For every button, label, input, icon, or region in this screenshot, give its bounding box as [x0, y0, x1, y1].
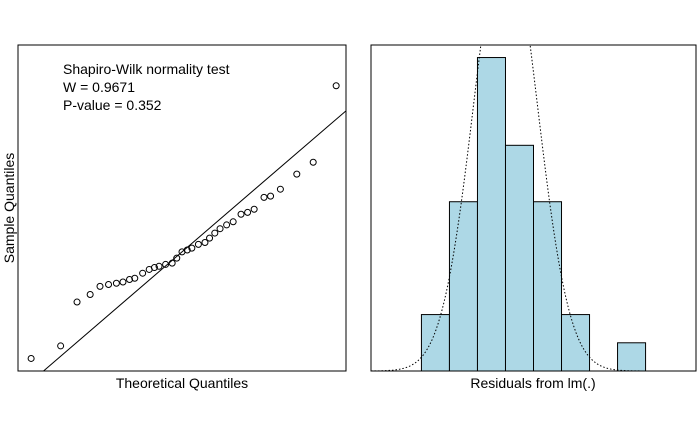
qq-x-axis-label: Theoretical Quantiles — [116, 375, 248, 391]
qq-points — [27, 82, 340, 362]
histogram-bar — [561, 314, 591, 372]
qq-point — [223, 221, 231, 229]
qq-point — [237, 210, 245, 218]
qq-point — [27, 354, 35, 362]
qq-point — [168, 259, 176, 267]
qq-point — [188, 244, 196, 252]
normal-density-curve — [371, 45, 696, 371]
histogram-bar — [533, 201, 563, 372]
qq-point — [57, 342, 65, 350]
qq-point — [105, 280, 113, 288]
qq-point — [260, 193, 268, 201]
qq-point — [119, 278, 127, 286]
qq-point — [229, 218, 237, 226]
qq-point — [201, 238, 209, 246]
qq-point — [244, 208, 252, 216]
qq-y-axis-label: Sample Quantiles — [1, 153, 17, 264]
qq-point — [183, 246, 191, 254]
qq-point — [112, 279, 120, 287]
qq-point — [126, 275, 134, 283]
qq-point — [150, 264, 158, 272]
qq-point — [216, 225, 224, 233]
qq-plot-panel: Shapiro-Wilk normality test W = 0.9671 P… — [1, 44, 347, 391]
qq-point — [173, 254, 181, 262]
qq-point — [293, 170, 301, 178]
qq-point — [96, 282, 104, 290]
histogram-panel: Residuals from lm(.) — [370, 44, 697, 391]
histogram-bar — [448, 201, 478, 372]
qq-plot-frame — [17, 44, 347, 372]
qq-point — [332, 82, 340, 90]
histogram-bar — [420, 314, 450, 372]
histogram-bars — [420, 57, 647, 372]
qq-point — [309, 158, 317, 166]
qq-point — [131, 274, 139, 282]
sw-test-title: Shapiro-Wilk normality test — [63, 61, 230, 77]
sw-test-statistic: W = 0.9671 — [63, 79, 135, 95]
qq-point — [206, 234, 214, 242]
qq-reference-line — [42, 110, 346, 371]
sw-test-pvalue: P-value = 0.352 — [63, 97, 162, 113]
qq-point — [162, 260, 170, 268]
histogram-x-axis-label: Residuals from lm(.) — [470, 375, 595, 391]
qq-point — [86, 291, 94, 299]
qq-point — [250, 205, 258, 213]
histogram-bar — [617, 342, 647, 372]
qq-point — [267, 192, 275, 200]
qq-point — [194, 240, 202, 248]
qq-point — [139, 269, 147, 277]
qq-point — [211, 229, 219, 237]
qq-point — [73, 298, 81, 306]
qq-point — [276, 185, 284, 193]
qq-point — [155, 262, 163, 270]
histogram-bar — [504, 144, 534, 372]
histogram-bar — [476, 57, 506, 372]
